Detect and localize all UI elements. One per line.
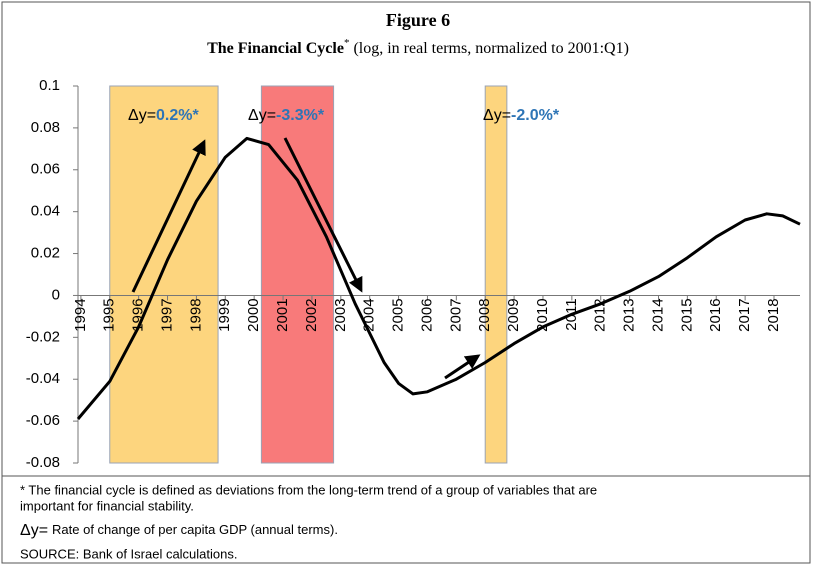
shaded-period: [260, 85, 335, 464]
annotation-value: -2.0%*: [511, 107, 560, 124]
x-tick-label: 1996: [130, 298, 147, 331]
subtitle: (log, in real terms, normalized to 2001:…: [353, 40, 628, 57]
x-tick-label: 2002: [303, 298, 320, 331]
annotation-prefix: Δy=: [483, 107, 511, 124]
footnote: SOURCE: Bank of Israel calculations.: [20, 546, 237, 561]
x-tick-label: 2001: [274, 298, 291, 331]
footnote: important for financial stability.: [20, 498, 194, 513]
y-tick-label: 0.1: [39, 77, 60, 94]
delta-text: Rate of change of per capita GDP (annual…: [52, 522, 338, 537]
title-line: The Financial Cycle* (log, in real terms,…: [207, 37, 629, 57]
x-tick-label: 1999: [216, 298, 233, 331]
x-tick-label: 2013: [621, 298, 638, 331]
arrow: [283, 137, 363, 293]
x-tick-label: 2003: [332, 298, 349, 331]
title-mark: *: [344, 37, 350, 49]
x-tick-label: 1997: [158, 298, 175, 331]
chart-title: The Financial Cycle: [207, 40, 344, 57]
x-tick-label: 2010: [534, 298, 551, 331]
y-tick-label: 0.02: [31, 245, 60, 262]
y-tick-label: -0.06: [26, 412, 60, 429]
y-tick-label: 0: [52, 286, 60, 303]
x-tick-label: 1998: [187, 298, 204, 331]
y-tick-label: 0.08: [31, 119, 60, 136]
annotation: Δy=-3.3%*: [248, 107, 325, 124]
annotation-value: -3.3%*: [276, 107, 325, 124]
y-tick-label: -0.02: [26, 328, 60, 345]
axes: 0.1 0.08 0.06 0.04 0.02 0 -0.02 -0.04 -0.06 -0.08…: [26, 77, 800, 471]
x-tick-label: 1995: [101, 298, 118, 331]
x-tick-label: 2005: [390, 298, 407, 331]
annotation-prefix: Δy=: [128, 107, 156, 124]
plot: Δy=0.2%* Δy=-3.3%* Δy=-2.0%*: [76, 107, 801, 420]
shaded-period: [109, 85, 219, 464]
x-tick-label: 2000: [245, 298, 262, 331]
annotation-prefix: Δy=: [248, 107, 276, 124]
y-tick-label: 0.06: [31, 161, 60, 178]
x-tick-label: 2016: [707, 298, 724, 331]
annotation: Δy=0.2%*: [128, 107, 200, 124]
x-tick-label: 2014: [649, 298, 666, 331]
x-tick-label: 2018: [765, 298, 782, 331]
x-tick-label: 2008: [476, 298, 493, 331]
line-series: [76, 136, 801, 420]
shaded-period: [484, 85, 508, 464]
x-tick-label: 2017: [736, 298, 753, 331]
x-tick-label: 1994: [72, 298, 89, 331]
x-tick-label: 2009: [505, 298, 522, 331]
footnote: Δy= Rate of change of per capita GDP (ann…: [20, 522, 338, 539]
y-tick-label: 0.04: [31, 203, 60, 220]
annotation: Δy=-2.0%*: [483, 107, 560, 124]
figure-label: Figure 6: [386, 10, 450, 30]
delta-symbol: Δy=: [20, 522, 48, 539]
footnote: * The financial cycle is defined as devi…: [20, 482, 597, 497]
x-tick-label: 2004: [361, 298, 378, 331]
arrow: [131, 139, 206, 293]
bands: [109, 85, 508, 464]
y-tick-label: -0.04: [26, 370, 60, 387]
x-tick-label: 2007: [447, 298, 464, 331]
arrow: [444, 354, 481, 380]
x-tick-label: 2015: [678, 298, 695, 331]
annotation-value: 0.2%*: [156, 107, 199, 124]
x-tick-label: 2006: [418, 298, 435, 331]
y-tick-label: -0.08: [26, 454, 60, 471]
